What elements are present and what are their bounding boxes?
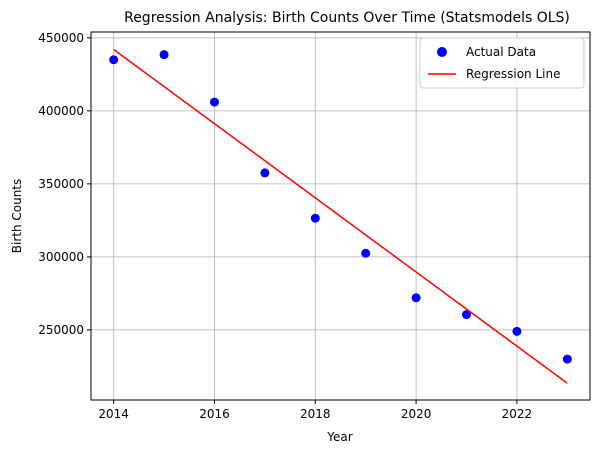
y-tick-label: 450000 (38, 31, 84, 45)
x-tick-label: 2014 (98, 407, 129, 421)
legend-marker-actual-data (437, 47, 447, 57)
legend: Actual Data Regression Line (419, 37, 585, 89)
data-point (361, 248, 371, 258)
legend-label-regression-line: Regression Line (466, 67, 560, 81)
legend-label-actual-data: Actual Data (466, 45, 536, 59)
y-tick-label: 250000 (38, 323, 84, 337)
y-tick-label: 400000 (38, 104, 84, 118)
data-point (109, 55, 119, 65)
x-axis: 2014 2016 2018 2020 2022 (98, 400, 532, 421)
x-tick-label: 2020 (401, 407, 432, 421)
x-tick-label: 2022 (502, 407, 533, 421)
y-tick-label: 300000 (38, 250, 84, 264)
data-point (310, 213, 320, 223)
data-point (562, 354, 572, 364)
data-point (209, 97, 219, 107)
data-point (260, 168, 270, 178)
data-point (411, 293, 421, 303)
y-axis: 250000 300000 350000 400000 450000 (38, 31, 91, 337)
chart-title: Regression Analysis: Birth Counts Over T… (124, 10, 570, 26)
x-axis-label: Year (326, 430, 352, 444)
series-layer (109, 48, 572, 384)
regression-line (113, 48, 568, 384)
data-point (512, 326, 522, 336)
data-point (462, 310, 472, 320)
y-tick-label: 350000 (38, 177, 84, 191)
legend-box (419, 37, 585, 89)
data-point (159, 50, 169, 60)
y-axis-label: Birth Counts (10, 179, 24, 254)
x-tick-label: 2018 (300, 407, 331, 421)
x-tick-label: 2016 (199, 407, 230, 421)
plot-area (90, 31, 591, 401)
